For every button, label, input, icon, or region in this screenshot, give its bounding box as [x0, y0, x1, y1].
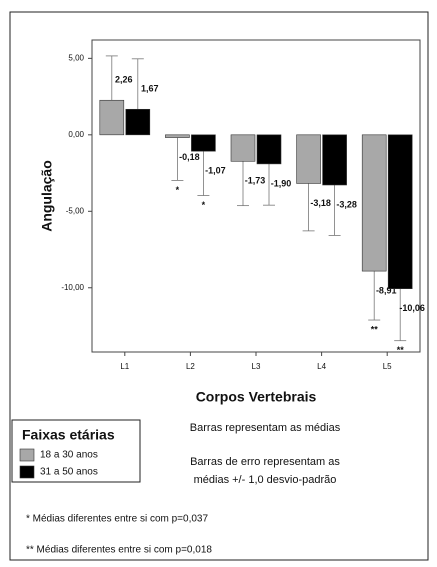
- significance-marker: *: [176, 185, 180, 195]
- x-tick-label: L4: [317, 362, 326, 371]
- bar: [191, 134, 216, 152]
- x-axis-label: Corpos Vertebrais: [196, 389, 317, 405]
- bar: [165, 134, 190, 138]
- bar: [99, 99, 125, 136]
- legend-label: 31 a 50 anos: [40, 467, 98, 478]
- bar: [296, 134, 321, 184]
- value-label: -0,18: [179, 152, 200, 162]
- y-tick-label: -10,00: [61, 283, 84, 292]
- footnote: * Médias diferentes entre si com p=0,037: [26, 514, 208, 525]
- bar: [125, 108, 151, 136]
- bar: [256, 134, 282, 165]
- x-tick-label: L1: [120, 362, 129, 371]
- legend-label: 18 a 30 anos: [40, 450, 98, 461]
- bar: [322, 134, 347, 186]
- footnote: ** Médias diferentes entre si com p=0,01…: [26, 545, 212, 556]
- value-label: -1,07: [205, 166, 226, 176]
- significance-marker: **: [371, 324, 379, 334]
- y-tick-label: 0,00: [68, 130, 84, 139]
- value-label: -8,91: [376, 285, 397, 295]
- frame: [9, 11, 429, 561]
- legend-title: Faixas etárias: [22, 427, 115, 443]
- note: Barras representam as médias: [190, 422, 341, 434]
- value-label: -3,18: [310, 198, 331, 208]
- note: médias +/- 1,0 desvio-padrão: [194, 474, 337, 486]
- significance-marker: *: [202, 200, 206, 210]
- value-label: -3,28: [336, 199, 357, 209]
- value-label: 1,67: [141, 84, 159, 94]
- legend-swatch: [19, 465, 35, 479]
- y-tick-label: -5,00: [66, 206, 85, 215]
- value-label: -1,90: [271, 178, 292, 188]
- value-label: 2,26: [115, 75, 133, 85]
- y-axis-label: Angulação: [39, 160, 55, 232]
- legend-box: [11, 419, 141, 483]
- note: Barras de erro representam as: [190, 456, 340, 468]
- x-tick-label: L5: [383, 362, 392, 371]
- significance-marker: **: [397, 345, 405, 355]
- bar: [361, 134, 387, 272]
- x-tick-label: L2: [186, 362, 195, 371]
- x-tick-label: L3: [252, 362, 261, 371]
- legend-swatch: [19, 448, 35, 462]
- bar: [387, 134, 413, 289]
- y-tick-label: 5,00: [68, 53, 84, 62]
- value-label: -1,73: [245, 176, 266, 186]
- value-label: -10,06: [399, 303, 425, 313]
- bar: [230, 134, 256, 162]
